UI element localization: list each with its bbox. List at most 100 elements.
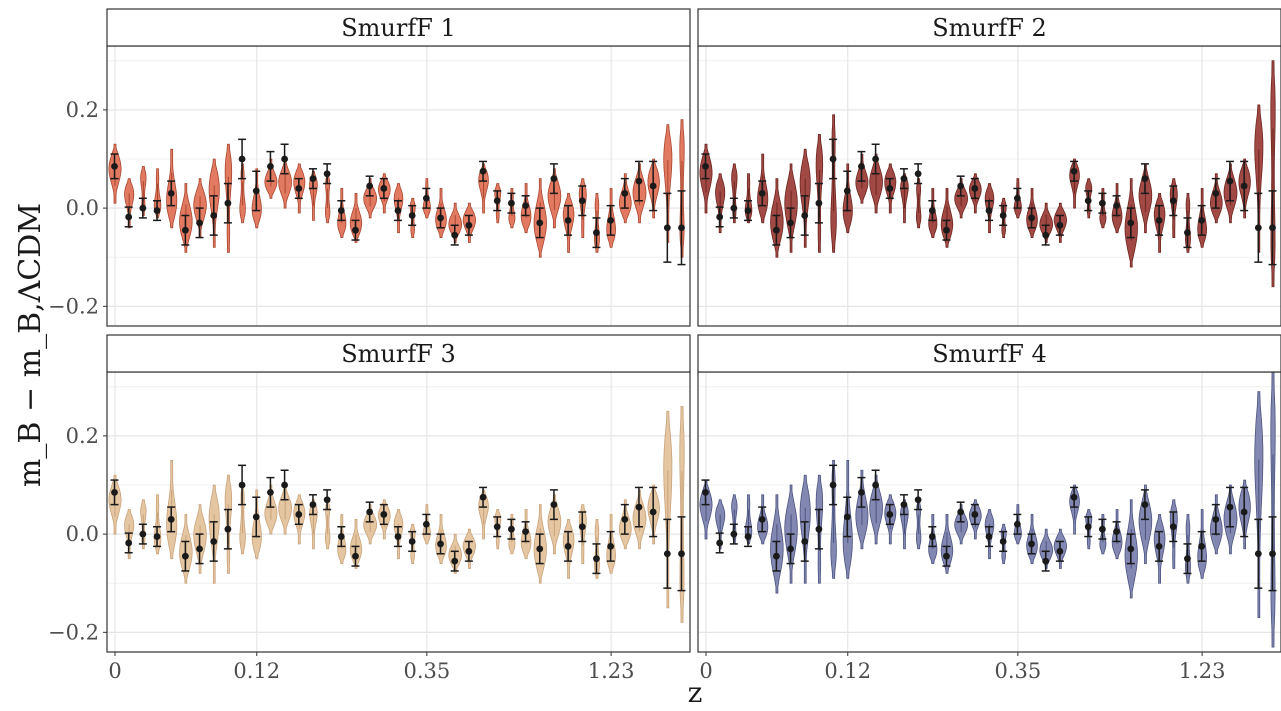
data-point xyxy=(914,170,922,178)
data-point xyxy=(1127,545,1135,553)
data-point xyxy=(1013,520,1021,528)
data-point xyxy=(167,515,175,523)
data-point xyxy=(1254,224,1262,232)
data-point xyxy=(730,204,738,212)
data-point xyxy=(422,520,430,528)
data-point xyxy=(337,533,345,540)
data-point xyxy=(210,538,218,545)
data-point xyxy=(111,488,118,496)
data-point xyxy=(999,212,1007,219)
data-point xyxy=(352,226,359,234)
facet-strip-label: SmurfF 4 xyxy=(932,340,1047,368)
data-point xyxy=(1084,523,1092,531)
data-point xyxy=(224,199,232,207)
facet-strip-label: SmurfF 3 xyxy=(341,340,456,368)
data-point xyxy=(1169,197,1177,205)
data-point xyxy=(886,185,894,192)
data-point xyxy=(928,207,936,214)
data-point xyxy=(928,533,936,540)
data-point xyxy=(1042,231,1050,239)
data-point xyxy=(267,162,274,170)
data-point xyxy=(281,481,288,489)
data-point xyxy=(843,513,851,521)
data-point xyxy=(309,175,317,183)
data-point xyxy=(702,162,709,170)
data-point xyxy=(607,216,615,224)
data-point xyxy=(522,528,529,536)
data-point xyxy=(437,540,444,548)
data-point xyxy=(621,515,629,523)
data-point xyxy=(649,182,657,190)
data-point xyxy=(1184,555,1191,563)
data-point xyxy=(323,496,331,504)
data-point xyxy=(352,552,359,560)
data-point xyxy=(465,221,473,229)
facet-strip xyxy=(106,8,691,47)
data-point xyxy=(493,197,501,205)
data-point xyxy=(872,481,879,489)
data-point xyxy=(730,530,738,538)
data-point xyxy=(858,162,865,170)
data-point xyxy=(943,552,950,560)
data-point xyxy=(635,177,643,185)
x-axis-label: z xyxy=(688,676,703,709)
data-point xyxy=(508,199,515,207)
data-point xyxy=(829,481,837,489)
data-point xyxy=(872,155,879,163)
x-tick-label: 0.35 xyxy=(403,659,450,683)
data-point xyxy=(196,219,203,227)
data-point xyxy=(337,207,345,214)
data-point xyxy=(564,216,572,224)
data-point xyxy=(238,481,246,489)
data-point xyxy=(593,555,600,563)
data-point xyxy=(858,488,865,496)
data-point xyxy=(380,185,388,192)
facet-strip xyxy=(106,334,691,373)
data-point xyxy=(295,511,303,518)
data-point xyxy=(999,538,1007,545)
data-point xyxy=(1113,202,1120,210)
data-point xyxy=(772,226,780,234)
data-point xyxy=(181,552,189,560)
data-point xyxy=(125,213,133,221)
data-point xyxy=(1028,540,1035,548)
data-point xyxy=(451,231,459,239)
x-tick-label: 0.12 xyxy=(233,659,280,683)
data-point xyxy=(1240,182,1248,190)
data-point xyxy=(139,530,147,538)
data-point xyxy=(678,224,685,232)
facet-strip xyxy=(697,334,1281,373)
data-point xyxy=(493,523,501,531)
data-point xyxy=(678,550,685,558)
y-tick-label: 0.0 xyxy=(66,522,99,546)
data-point xyxy=(815,199,823,207)
data-point xyxy=(1013,194,1021,202)
data-point xyxy=(1269,550,1276,558)
data-point xyxy=(479,493,487,501)
data-point xyxy=(380,511,388,518)
data-point xyxy=(663,550,671,558)
data-point xyxy=(886,511,894,518)
data-point xyxy=(593,229,600,237)
data-point xyxy=(536,219,544,227)
data-point xyxy=(437,214,444,222)
y-axis-label: m_B − m_B,ΛCDM xyxy=(13,203,48,487)
data-point xyxy=(1155,542,1163,550)
data-point xyxy=(1113,528,1120,536)
data-point xyxy=(716,213,724,221)
data-point xyxy=(224,525,232,533)
data-point xyxy=(366,508,374,516)
data-point xyxy=(621,189,629,197)
x-tick-label: 1.23 xyxy=(588,659,635,683)
data-point xyxy=(744,533,752,540)
data-point xyxy=(252,513,260,521)
data-point xyxy=(238,155,246,163)
data-point xyxy=(408,538,416,545)
y-tick-label: 0.0 xyxy=(66,196,99,220)
data-point xyxy=(167,189,175,197)
y-tick-label: −0.2 xyxy=(48,620,99,644)
data-point xyxy=(635,503,643,511)
data-point xyxy=(550,501,558,509)
data-point xyxy=(1099,525,1106,533)
data-point xyxy=(843,187,851,195)
